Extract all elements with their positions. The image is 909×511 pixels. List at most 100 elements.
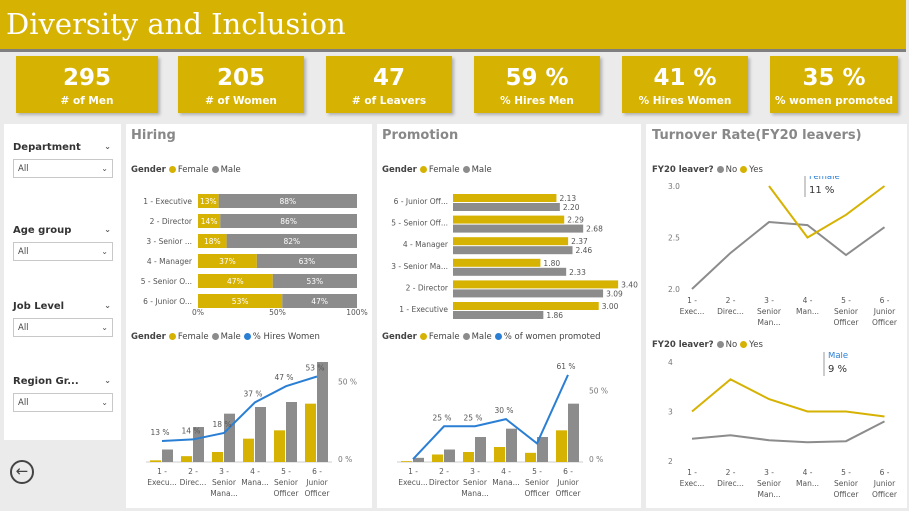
data-label-female: 37% bbox=[219, 257, 236, 266]
slicer-header[interactable]: Department ⌄ bbox=[13, 142, 113, 153]
tooltip-label: Female bbox=[809, 176, 840, 182]
panel-title: Turnover Rate(FY20 leavers) bbox=[652, 128, 862, 143]
data-label-male: 2.46 bbox=[575, 246, 592, 255]
kpi-women: 205 # of Women bbox=[178, 56, 304, 113]
bar-female bbox=[274, 430, 285, 462]
category-label: 2 -Director bbox=[429, 467, 460, 487]
bar-female bbox=[494, 447, 505, 462]
category-label: 3 -Senior Man... bbox=[757, 468, 782, 499]
bar-male bbox=[453, 267, 567, 276]
legend-label: Male bbox=[220, 332, 241, 342]
line-series bbox=[691, 221, 886, 290]
tooltip-label: Male bbox=[828, 352, 848, 361]
category-label: 2 - Director bbox=[150, 217, 193, 226]
category-label: 2 -Direc... bbox=[717, 296, 744, 316]
legend-label: Female bbox=[177, 332, 209, 342]
turnover-female-legend: FY20 leaver? No Yes bbox=[652, 165, 763, 175]
category-label: 6 -Junior Officer bbox=[305, 467, 331, 498]
category-label: 3 -Senior Man... bbox=[757, 296, 782, 327]
bar-male bbox=[475, 437, 486, 462]
chevron-down-icon[interactable]: ⌄ bbox=[104, 376, 111, 385]
legend-swatch bbox=[211, 166, 219, 173]
legend-label: Male bbox=[471, 332, 492, 342]
slicer-age-group[interactable]: Age group ⌄ All ⌄ bbox=[13, 225, 113, 261]
slicer-dropdown[interactable]: All ⌄ bbox=[13, 318, 113, 337]
legend-label: Male bbox=[471, 165, 492, 175]
legend-swatch bbox=[716, 341, 724, 348]
kpi-label: % Hires Men bbox=[500, 95, 574, 107]
category-label: 6 - Junior Off... bbox=[394, 197, 448, 206]
slicer-dropdown[interactable]: All ⌄ bbox=[13, 393, 113, 412]
slicer-region-group[interactable]: Region Gr... ⌄ All ⌄ bbox=[13, 376, 113, 412]
data-label-line: 25 % bbox=[463, 413, 482, 422]
category-label: 3 -Senior Mana... bbox=[210, 467, 238, 498]
legend-label: Female bbox=[177, 165, 209, 175]
chevron-down-icon[interactable]: ⌄ bbox=[104, 225, 111, 234]
category-label: 6 - Junior O... bbox=[143, 297, 192, 306]
bar-male bbox=[568, 403, 579, 462]
slicer-dropdown[interactable]: All ⌄ bbox=[13, 159, 113, 178]
data-label-female: 18% bbox=[204, 237, 221, 246]
slicer-header[interactable]: Job Level ⌄ bbox=[13, 301, 113, 312]
y-tick-label: 2.0 bbox=[668, 285, 680, 294]
category-label: 2 -Direc... bbox=[180, 467, 207, 487]
category-label: 4 -Man... bbox=[796, 296, 819, 316]
chevron-down-icon[interactable]: ⌄ bbox=[104, 142, 111, 151]
slicer-label: Region Gr... bbox=[13, 376, 79, 387]
kpi-hires-men: 59 % % Hires Men bbox=[474, 56, 600, 113]
data-label-female: 2.29 bbox=[567, 216, 584, 225]
bar-male bbox=[282, 294, 357, 308]
line-series bbox=[691, 420, 885, 444]
promotion-bar-chart: 6 - Junior Off... 2.132.20 5 - Senior Off.… bbox=[391, 194, 638, 320]
category-label: 4 -Mana... bbox=[492, 467, 520, 487]
data-label-line: 30 % bbox=[494, 406, 513, 415]
category-label: 4 - Manager bbox=[147, 257, 193, 266]
category-label: 5 -Senior Officer bbox=[274, 467, 300, 498]
bar-female bbox=[453, 280, 619, 289]
chevron-down-icon[interactable]: ⌄ bbox=[101, 247, 108, 256]
kpi-value: 205 bbox=[216, 65, 265, 91]
bar-male bbox=[453, 311, 544, 319]
hiring-panel: Hiring Gender Female Male 1 - Executive 13%… bbox=[126, 124, 372, 508]
category-label: 4 -Mana... bbox=[241, 467, 269, 487]
legend-label: Male bbox=[220, 165, 241, 175]
bar-female bbox=[432, 454, 443, 462]
y-tick-label: 3 bbox=[668, 408, 673, 417]
slicer-header[interactable]: Region Gr... ⌄ bbox=[13, 376, 113, 387]
kpi-label: % Hires Women bbox=[638, 95, 732, 107]
slicer-dropdown[interactable]: All ⌄ bbox=[13, 242, 113, 261]
chevron-down-icon[interactable]: ⌄ bbox=[101, 323, 108, 332]
chevron-down-icon[interactable]: ⌄ bbox=[104, 301, 111, 310]
line-series bbox=[691, 378, 885, 418]
data-label-line: 25 % bbox=[432, 413, 451, 422]
bar-female bbox=[556, 430, 567, 462]
chevron-down-icon[interactable]: ⌄ bbox=[101, 398, 108, 407]
category-label: 1 - Executive bbox=[143, 197, 192, 206]
data-label-female: 3.40 bbox=[621, 280, 638, 289]
legend-title: Gender bbox=[131, 332, 166, 342]
slicer-department[interactable]: Department ⌄ All ⌄ bbox=[13, 142, 113, 178]
category-label: 2 - Director bbox=[406, 283, 449, 292]
legend-swatch bbox=[716, 166, 724, 173]
y-tick-label: 2.5 bbox=[668, 234, 680, 243]
back-arrow-icon[interactable]: ← bbox=[10, 460, 34, 484]
bar-female bbox=[198, 274, 273, 288]
category-label: 1 -Execu... bbox=[398, 467, 428, 487]
kpi-value: 35 % bbox=[802, 65, 866, 91]
kpi-label: # of Leavers bbox=[351, 95, 427, 107]
data-label-male: 1.86 bbox=[546, 311, 563, 320]
bar-female bbox=[198, 194, 219, 208]
slicer-value: All bbox=[18, 397, 29, 408]
data-label-female: 13% bbox=[200, 197, 217, 206]
legend-swatch bbox=[168, 166, 176, 173]
kpi-value: 41 % bbox=[653, 65, 717, 91]
promotion-combo-legend: Gender Female Male % of women promoted bbox=[382, 332, 601, 342]
bar-male bbox=[453, 289, 604, 298]
slicer-job-level[interactable]: Job Level ⌄ All ⌄ bbox=[13, 301, 113, 337]
turnover-male-line-chart: 2 3 4 1 -Exec... 2 -Direc... 3 -Senior Man... 4… bbox=[668, 352, 898, 499]
chevron-down-icon[interactable]: ⌄ bbox=[101, 164, 108, 173]
category-label: 1 -Execu... bbox=[147, 467, 177, 487]
slicer-header[interactable]: Age group ⌄ bbox=[13, 225, 113, 236]
data-label-male: 86% bbox=[280, 217, 297, 226]
bar-male bbox=[453, 246, 573, 255]
